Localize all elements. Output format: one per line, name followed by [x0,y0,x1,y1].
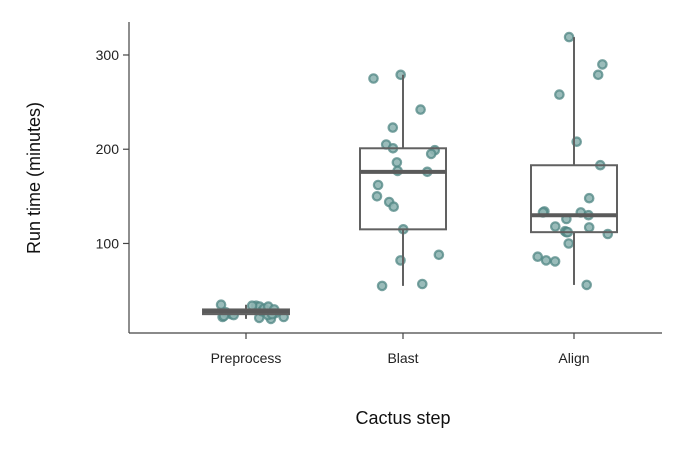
box-iqr [530,164,618,234]
x-tick-label: Blast [387,350,418,366]
box-preprocess [202,304,290,319]
data-point [376,280,388,292]
data-point [388,201,399,212]
y-tick-label: 300 [96,47,120,63]
x-tick-label: Align [558,350,589,366]
points-layer [215,31,614,325]
data-point [387,122,399,133]
data-point [563,31,575,43]
data-point [433,249,445,261]
data-point [581,279,592,291]
y-axis-title: Run time (minutes) [24,102,44,254]
data-point [372,179,384,191]
box-align [530,37,618,285]
x-tick-label: Preprocess [211,350,282,366]
data-point [563,238,574,249]
data-point [415,104,426,115]
data-point [549,256,561,267]
data-point [549,221,561,232]
data-point [592,69,604,81]
y-tick-label: 100 [96,235,120,251]
data-point [597,59,608,70]
data-point [583,192,595,204]
axes-layer: 100 200 300 Preprocess Blast Align [96,22,662,366]
y-tick-label: 200 [96,141,120,157]
boxes-layer [202,37,618,319]
data-point [371,191,383,202]
data-point [602,228,614,240]
data-point [391,157,403,168]
data-point [425,148,437,160]
data-point [554,89,565,100]
box-iqr [359,147,447,231]
box-blast [359,74,447,286]
data-point [540,255,552,266]
x-axis-title: Cactus step [355,408,450,428]
data-point [416,278,428,290]
data-point [532,251,543,263]
data-point [583,222,595,233]
data-point [368,73,379,84]
